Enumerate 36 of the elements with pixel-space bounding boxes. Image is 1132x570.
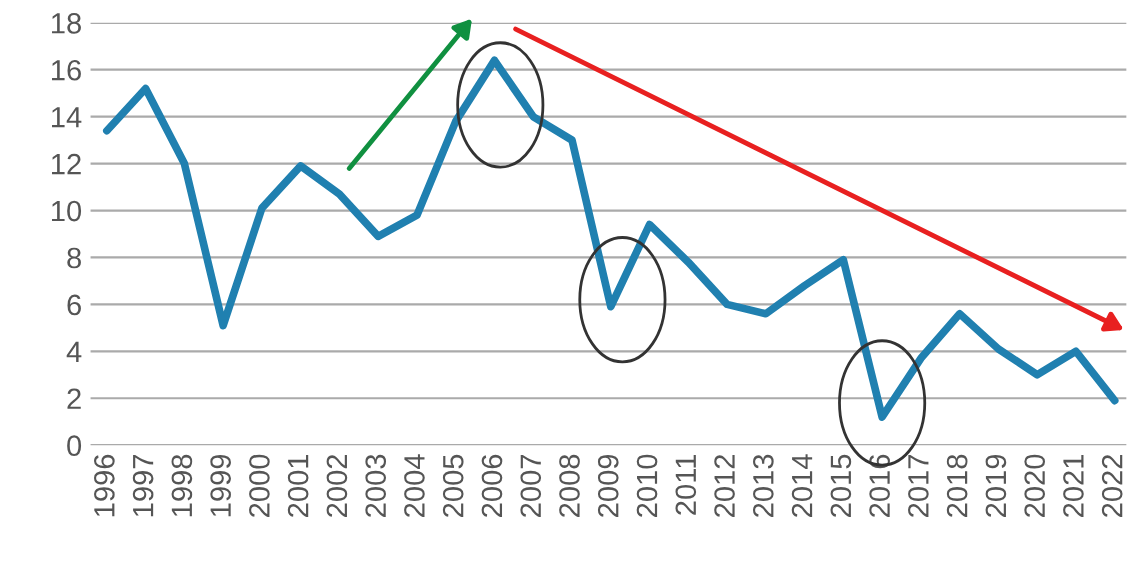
x-tick-label: 2009 xyxy=(597,454,619,517)
x-tick-label: 2007 xyxy=(520,454,542,517)
y-tick-label: 4 xyxy=(66,341,82,362)
x-tick-label: 1998 xyxy=(171,454,193,517)
x-tick-label: 2014 xyxy=(791,454,813,517)
y-tick-label: 10 xyxy=(52,200,82,222)
y-tick-label: 18 xyxy=(52,13,81,34)
x-tick-label: 2002 xyxy=(326,454,348,517)
x-tick-label: 2010 xyxy=(636,454,658,517)
x-tick-label: 1996 xyxy=(94,454,115,517)
y-tick-label: 6 xyxy=(67,294,81,316)
x-tick-label: 2021 xyxy=(1063,454,1084,517)
x-tick-label: 2012 xyxy=(714,454,735,517)
x-tick-label: 2017 xyxy=(908,454,929,517)
x-tick-label: 2008 xyxy=(559,454,580,517)
x-tick-label: 1997 xyxy=(132,454,154,517)
x-tick-label: 2005 xyxy=(442,454,464,517)
y-tick-label: 14 xyxy=(52,107,82,128)
y-tick-label: 16 xyxy=(52,59,81,81)
y-tick-label: 8 xyxy=(67,247,81,269)
x-tick-label: 2019 xyxy=(985,454,1007,517)
x-tick-label: 2004 xyxy=(404,454,425,517)
x-tick-label: 2001 xyxy=(287,454,309,517)
y-tick-label: 12 xyxy=(52,153,81,175)
x-tick-label: 2000 xyxy=(249,454,270,517)
x-tick-label: 1999 xyxy=(210,454,231,517)
x-tick-label: 2013 xyxy=(753,454,774,517)
y-tick-label: 2 xyxy=(67,388,81,409)
x-tick-label: 2003 xyxy=(365,454,387,517)
x-tick-label: 2011 xyxy=(675,454,697,515)
x-tick-label: 2006 xyxy=(481,454,503,517)
x-tick-label: 2020 xyxy=(1024,454,1046,517)
x-tick-label: 2018 xyxy=(946,454,968,517)
y-tick-label: 0 xyxy=(67,435,82,457)
x-tick-label: 2015 xyxy=(830,454,852,517)
x-tick-label: 2022 xyxy=(1101,454,1123,517)
